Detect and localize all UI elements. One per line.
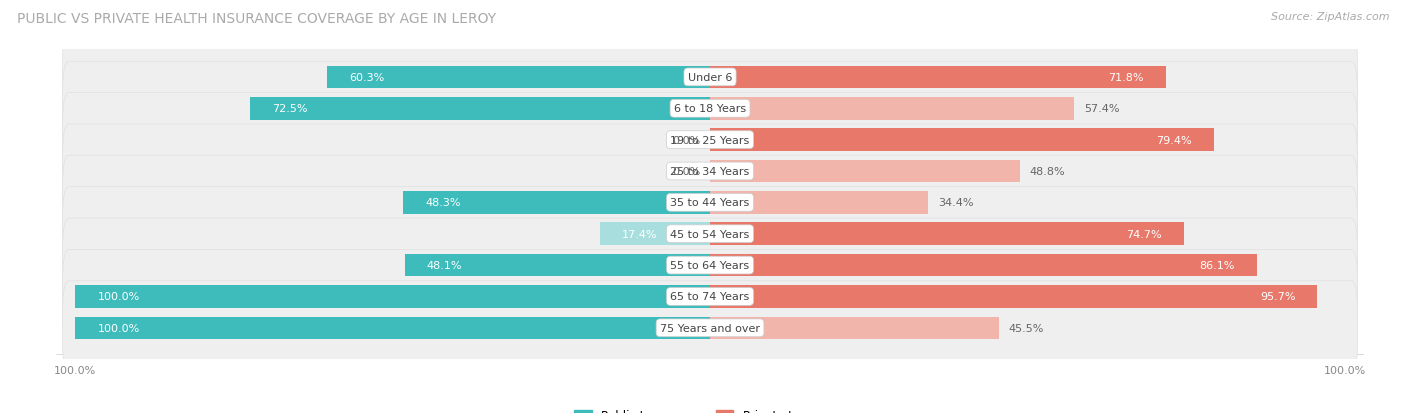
Text: 74.7%: 74.7%	[1126, 229, 1161, 239]
Text: 34.4%: 34.4%	[938, 198, 973, 208]
Bar	[710, 129, 1213, 152]
FancyBboxPatch shape	[63, 187, 1357, 281]
Text: 35 to 44 Years: 35 to 44 Years	[671, 198, 749, 208]
Text: 86.1%: 86.1%	[1199, 261, 1234, 271]
Text: 100.0%: 100.0%	[97, 292, 139, 302]
Bar	[710, 66, 1166, 89]
Text: PUBLIC VS PRIVATE HEALTH INSURANCE COVERAGE BY AGE IN LEROY: PUBLIC VS PRIVATE HEALTH INSURANCE COVER…	[17, 12, 496, 26]
Text: Source: ZipAtlas.com: Source: ZipAtlas.com	[1271, 12, 1389, 22]
Text: 45 to 54 Years: 45 to 54 Years	[671, 229, 749, 239]
Text: 75 Years and over: 75 Years and over	[659, 323, 761, 333]
Bar	[710, 285, 1317, 308]
FancyBboxPatch shape	[63, 250, 1357, 344]
Bar	[710, 98, 1074, 120]
Text: 100.0%: 100.0%	[97, 323, 139, 333]
Text: 0.0%: 0.0%	[672, 135, 700, 145]
Bar	[710, 254, 1257, 277]
Text: 48.1%: 48.1%	[427, 261, 463, 271]
Text: 79.4%: 79.4%	[1156, 135, 1192, 145]
Text: 48.8%: 48.8%	[1029, 166, 1064, 177]
Bar	[404, 192, 710, 214]
Text: 72.5%: 72.5%	[271, 104, 308, 114]
Text: 60.3%: 60.3%	[350, 73, 385, 83]
Text: 55 to 64 Years: 55 to 64 Years	[671, 261, 749, 271]
Text: 95.7%: 95.7%	[1260, 292, 1295, 302]
Text: 48.3%: 48.3%	[426, 198, 461, 208]
Bar	[328, 66, 710, 89]
FancyBboxPatch shape	[63, 218, 1357, 312]
Bar	[710, 317, 998, 339]
Text: 19 to 25 Years: 19 to 25 Years	[671, 135, 749, 145]
Text: 71.8%: 71.8%	[1108, 73, 1143, 83]
Bar	[710, 192, 928, 214]
Text: 45.5%: 45.5%	[1008, 323, 1043, 333]
FancyBboxPatch shape	[63, 93, 1357, 187]
Bar	[76, 285, 710, 308]
Text: 65 to 74 Years: 65 to 74 Years	[671, 292, 749, 302]
Bar	[710, 223, 1184, 245]
Bar	[599, 223, 710, 245]
Text: 6 to 18 Years: 6 to 18 Years	[673, 104, 747, 114]
Bar	[250, 98, 710, 120]
Text: 17.4%: 17.4%	[621, 229, 657, 239]
Bar	[76, 317, 710, 339]
Text: 25 to 34 Years: 25 to 34 Years	[671, 166, 749, 177]
FancyBboxPatch shape	[63, 62, 1357, 156]
Legend: Public Insurance, Private Insurance: Public Insurance, Private Insurance	[574, 408, 846, 413]
Bar	[405, 254, 710, 277]
FancyBboxPatch shape	[63, 281, 1357, 375]
Bar	[710, 160, 1019, 183]
FancyBboxPatch shape	[63, 125, 1357, 218]
Text: 57.4%: 57.4%	[1084, 104, 1119, 114]
FancyBboxPatch shape	[63, 31, 1357, 125]
Text: Under 6: Under 6	[688, 73, 733, 83]
Text: 0.0%: 0.0%	[672, 166, 700, 177]
FancyBboxPatch shape	[63, 156, 1357, 250]
